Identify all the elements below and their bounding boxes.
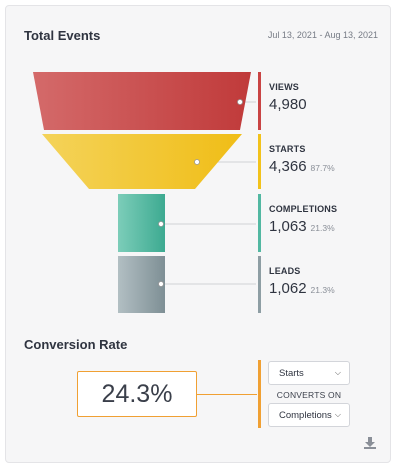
stat-completions: COMPLETIONS 1,063 21.3% [258, 194, 389, 252]
date-range: Jul 13, 2021 - Aug 13, 2021 [267, 30, 378, 40]
marker-dot [237, 99, 243, 105]
funnel-stage-starts [42, 134, 242, 189]
stat-label: LEADS [269, 266, 301, 276]
funnel-stage-views [33, 72, 251, 130]
conversion-connector [197, 394, 257, 395]
chevron-down-icon: ⌵ [334, 368, 341, 377]
stat-label: VIEWS [269, 82, 300, 92]
stat-value: 1,063 [269, 218, 307, 235]
converts-on-label: CONVERTS ON [276, 390, 342, 400]
marker-dot [158, 221, 164, 227]
to-event-select[interactable]: Completions ⌵ [268, 403, 350, 427]
conversion-accent-bar [258, 360, 261, 428]
marker-dot [158, 281, 164, 287]
stat-value: 1,062 [269, 280, 307, 297]
funnel-chart [33, 72, 256, 313]
card-title: Total Events [24, 28, 101, 43]
conversion-rate-title: Conversion Rate [24, 337, 128, 352]
marker-dot [194, 159, 200, 165]
stat-percent: 87.7% [310, 163, 335, 173]
stat-label: STARTS [269, 144, 306, 154]
funnel-stage-leads [118, 256, 165, 313]
stat-value: 4,980 [269, 96, 307, 113]
to-event-select-value: Completions [279, 409, 332, 421]
stat-views: VIEWS 4,980 [258, 72, 389, 130]
download-icon[interactable] [363, 436, 377, 450]
stat-starts: STARTS 4,366 87.7% [258, 134, 389, 189]
stat-leads: LEADS 1,062 21.3% [258, 256, 389, 313]
stat-percent: 21.3% [310, 223, 335, 233]
stat-percent: 21.3% [310, 285, 335, 295]
chevron-down-icon: ⌵ [334, 410, 341, 419]
conversion-rate-value: 24.3% [77, 371, 197, 417]
stat-value: 4,366 [269, 158, 307, 175]
funnel-stage-completions [118, 194, 165, 252]
from-event-select-value: Starts [279, 367, 304, 379]
stat-label: COMPLETIONS [269, 204, 338, 214]
from-event-select[interactable]: Starts ⌵ [268, 361, 350, 385]
